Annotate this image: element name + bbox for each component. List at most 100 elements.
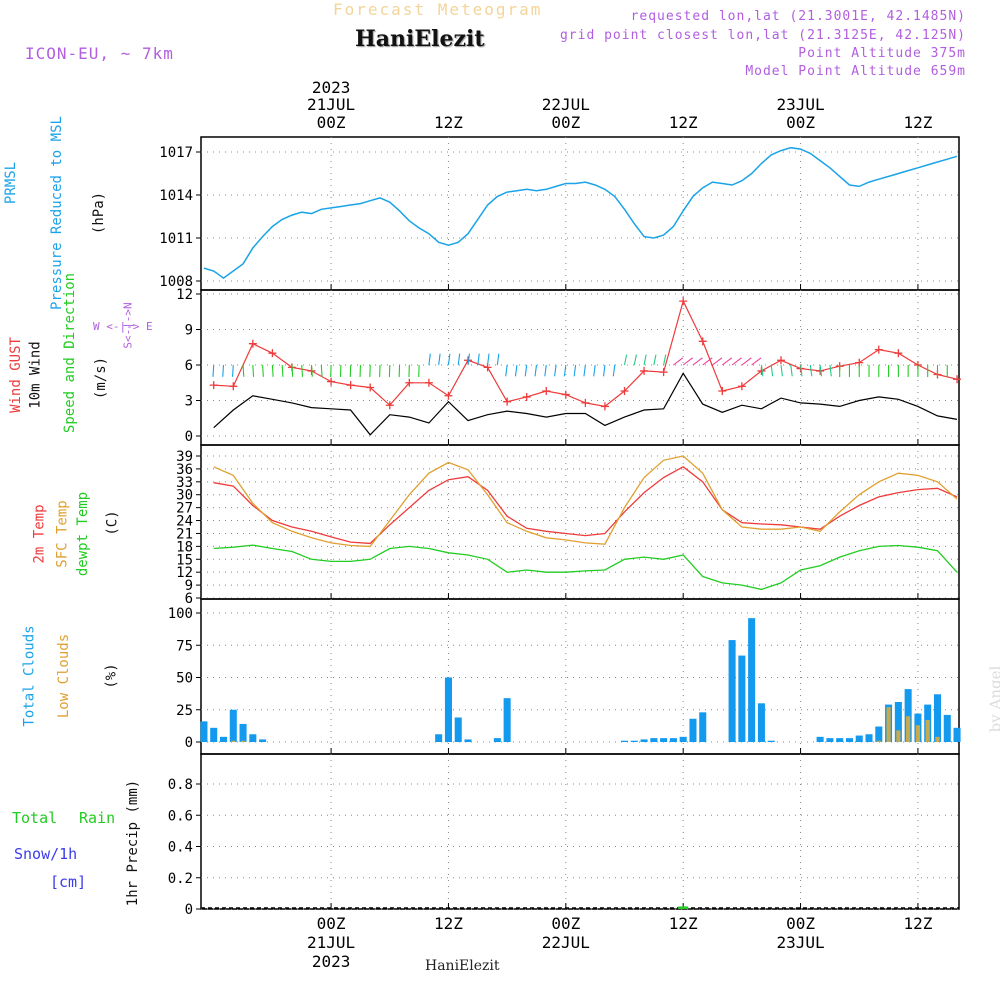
wind-direction-arrow bbox=[780, 364, 783, 377]
wind-direction-arrow bbox=[829, 364, 832, 377]
wind-direction-arrow bbox=[573, 364, 577, 377]
wind-direction-arrow bbox=[663, 354, 667, 366]
low-cloud-bar bbox=[886, 707, 891, 742]
wind-gust-marker bbox=[874, 345, 883, 354]
y-tick-label: 15 bbox=[176, 552, 193, 568]
y-tick-label: 36 bbox=[176, 462, 193, 478]
low-cloud-bar bbox=[240, 740, 246, 742]
snow-unit-label: [cm] bbox=[50, 873, 87, 891]
wind-direction-arrow bbox=[477, 353, 480, 366]
bottom-date-label: 22JUL bbox=[542, 933, 590, 952]
wind-gust-marker bbox=[953, 375, 962, 384]
wind-direction-arrow bbox=[281, 364, 284, 377]
total-cloud-bar bbox=[503, 698, 511, 742]
total-label: Total bbox=[12, 809, 58, 827]
y-tick-label: 1014 bbox=[159, 188, 193, 204]
wind-gust-marker bbox=[698, 337, 707, 346]
total-cloud-bar bbox=[669, 738, 677, 742]
top-time-label: 00Z bbox=[786, 113, 815, 132]
wind-speed-line bbox=[213, 372, 958, 436]
total-cloud-bar bbox=[435, 734, 443, 742]
total-cloud-bar bbox=[953, 727, 961, 742]
total-cloud-bar bbox=[444, 677, 452, 742]
total-cloud-bar bbox=[699, 712, 707, 742]
pressure-line bbox=[203, 146, 958, 280]
wind-direction-arrow bbox=[487, 353, 490, 366]
y-tick-label: 9 bbox=[185, 578, 193, 594]
wind-gust-marker bbox=[327, 377, 336, 386]
total-cloud-bar bbox=[689, 718, 697, 742]
total-cloud-bar bbox=[219, 736, 228, 742]
y-tick-label: 12 bbox=[176, 287, 193, 303]
wind-direction-arrow bbox=[612, 364, 616, 377]
footer-station: HaniElezit bbox=[425, 958, 500, 974]
wind-direction-arrow bbox=[633, 354, 637, 366]
total-cloud-bar bbox=[875, 726, 883, 742]
wind-gust-marker bbox=[776, 356, 785, 365]
wind-direction-arrow bbox=[524, 364, 528, 377]
wind-direction-arrow bbox=[673, 357, 684, 366]
station-name: HaniElezit bbox=[355, 26, 485, 52]
wind-direction-arrow bbox=[623, 354, 628, 366]
t2m-line bbox=[213, 466, 958, 545]
requested-location: requested lon,lat (21.3001E, 42.1485N) bbox=[630, 9, 966, 24]
wind-gust-marker bbox=[894, 349, 903, 358]
bottom-date-label: 23JUL bbox=[776, 933, 824, 952]
top-time-label: 00Z bbox=[317, 113, 346, 132]
wind-gust-marker bbox=[405, 378, 414, 387]
total-cloud-bar bbox=[826, 738, 834, 742]
wind-direction-arrow bbox=[310, 364, 313, 377]
wind-direction-arrow bbox=[653, 354, 657, 366]
total-cloud-bar bbox=[660, 738, 668, 742]
y-tick-label: 0 bbox=[185, 735, 193, 751]
wind-direction-arrow bbox=[222, 364, 225, 377]
y-tick-label: 1011 bbox=[159, 231, 193, 247]
sfc-temp-line bbox=[213, 455, 958, 548]
wind-gust-marker bbox=[659, 368, 668, 377]
compass-we: W <-|-> E bbox=[93, 320, 153, 333]
panel-frame bbox=[200, 444, 960, 600]
low-cloud-bar bbox=[925, 720, 930, 742]
total-cloud-bar bbox=[620, 740, 629, 742]
y-tick-label: 27 bbox=[176, 501, 193, 517]
wind-gust-marker bbox=[600, 402, 609, 411]
total-cloud-bar bbox=[239, 723, 247, 742]
wind-direction-arrow bbox=[438, 353, 441, 366]
total-cloud-bar bbox=[650, 738, 658, 742]
wind-gust-marker bbox=[640, 366, 649, 375]
wind-direction-arrow bbox=[712, 357, 723, 366]
bottom-year-label: 2023 bbox=[312, 952, 351, 971]
top-time-label: 00Z bbox=[551, 113, 580, 132]
y-tick-label: 25 bbox=[176, 703, 193, 719]
low-cloud-bar bbox=[935, 736, 940, 742]
wind-gust-marker bbox=[737, 382, 746, 391]
low-cloud-bar bbox=[876, 740, 881, 742]
model-altitude: Model Point Altitude 659m bbox=[745, 64, 966, 79]
top-time-label: 12Z bbox=[434, 113, 463, 132]
y-tick-label: 0 bbox=[185, 902, 193, 918]
y-tick-label: 12 bbox=[176, 565, 193, 581]
total-cloud-bar bbox=[738, 655, 746, 742]
wind-direction-arrow bbox=[447, 353, 451, 366]
wind-gust-marker bbox=[229, 382, 238, 391]
wind-direction-arrow bbox=[583, 364, 586, 377]
low-cloud-bar bbox=[915, 725, 921, 742]
wind-direction-arrow bbox=[271, 364, 274, 377]
wind-gust-marker bbox=[268, 349, 277, 358]
wind-direction-arrow bbox=[467, 353, 470, 366]
top-time-label: 12Z bbox=[669, 113, 698, 132]
wind-gust-marker bbox=[679, 297, 688, 306]
total-cloud-bar bbox=[200, 721, 208, 742]
total-cloud-bar bbox=[454, 717, 462, 742]
panel-frame bbox=[200, 598, 960, 755]
low-cloud-bar bbox=[896, 730, 901, 742]
y-tick-label: 0.8 bbox=[168, 777, 193, 793]
wind-direction-arrow bbox=[800, 364, 803, 377]
total-cloud-bar bbox=[836, 738, 844, 742]
total-cloud-bar bbox=[210, 727, 218, 742]
y-tick-label: 3 bbox=[185, 394, 193, 410]
wind-gust-marker bbox=[366, 383, 375, 392]
bottom-time-label: 00Z bbox=[786, 914, 815, 933]
total-cloud-bar bbox=[630, 740, 638, 742]
wind-direction-arrow bbox=[741, 357, 752, 366]
